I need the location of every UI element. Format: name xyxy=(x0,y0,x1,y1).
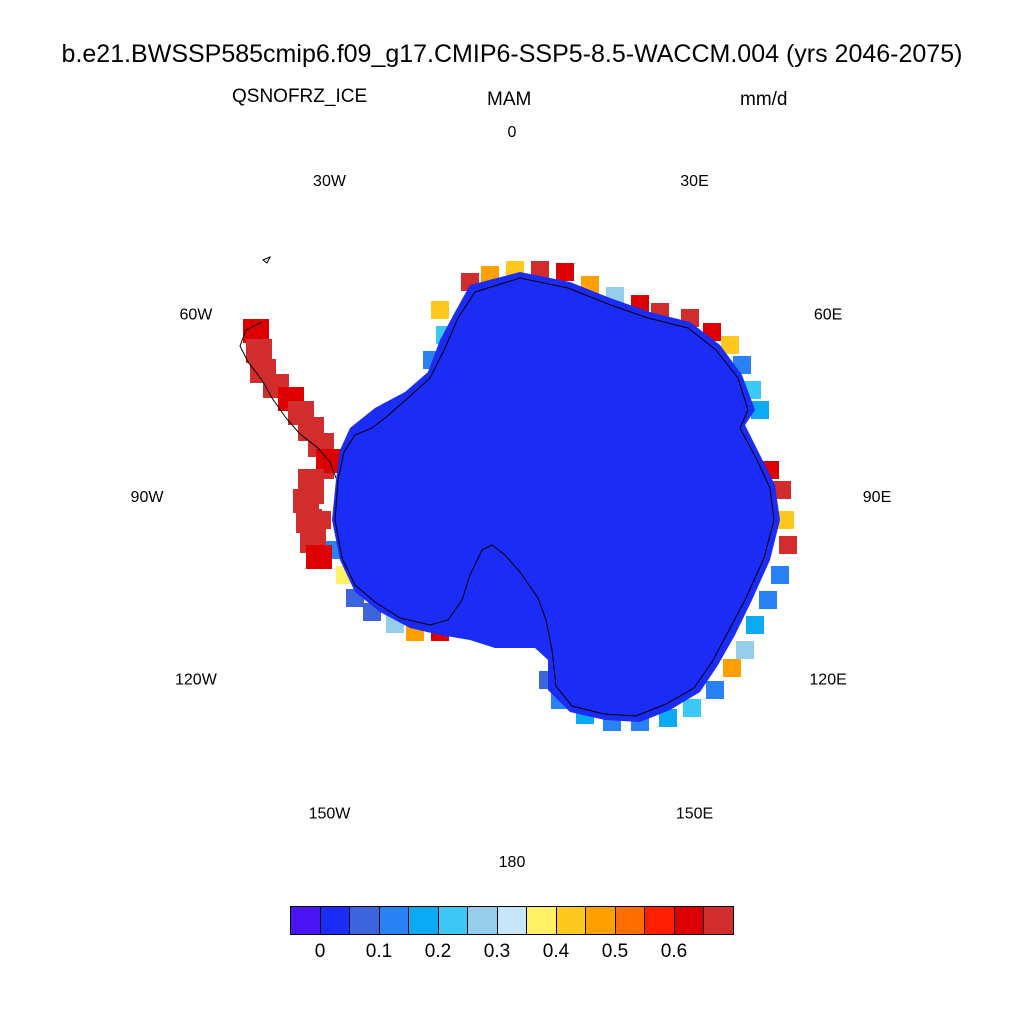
colorbar-swatch xyxy=(645,907,675,934)
longitude-label: 180 xyxy=(499,854,526,871)
colorbar-tick-label: 0.4 xyxy=(542,941,570,962)
colorbar-swatch xyxy=(586,907,616,934)
coastal-cell xyxy=(746,616,764,634)
longitude-label: 60W xyxy=(179,307,213,324)
longitude-label: 90W xyxy=(131,489,165,506)
colorbar-swatch xyxy=(409,907,439,934)
coastal-cell xyxy=(779,536,797,554)
colorbar-swatch xyxy=(468,907,498,934)
coastal-cell xyxy=(736,641,754,659)
coastal-cell xyxy=(773,481,791,499)
longitude-label: 90E xyxy=(863,489,891,506)
coastal-cell xyxy=(771,566,789,584)
colorbar-tick-label: 0.3 xyxy=(483,941,511,962)
coastal-cell xyxy=(706,681,724,699)
peninsula-coastline xyxy=(239,321,337,479)
longitude-label: 60E xyxy=(814,307,842,324)
coastal-cell xyxy=(723,659,741,677)
coastal-cell xyxy=(556,263,574,281)
colorbar-swatch xyxy=(379,907,410,934)
coastal-cell xyxy=(776,511,794,529)
colorbar xyxy=(290,906,734,935)
island-outline xyxy=(262,256,272,264)
longitude-labels: 0 30E 60E 90E 120E 150E 180 150W 120W 90W 60W 30W xyxy=(131,124,892,871)
colorbar-tick-label: 0 xyxy=(314,941,326,962)
colorbar-swatch xyxy=(527,907,557,934)
variable-label: QSNOFRZ_ICE xyxy=(232,86,368,107)
longitude-label: 120W xyxy=(175,672,218,689)
longitude-label: 150W xyxy=(309,805,352,822)
colorbar-swatch xyxy=(320,907,351,934)
longitude-label: 30E xyxy=(680,173,708,190)
colorbar-swatch xyxy=(438,907,469,934)
coastal-cell xyxy=(721,336,739,354)
colorbar-swatch xyxy=(497,907,528,934)
ice-sheet-field xyxy=(332,272,780,722)
colorbar-swatch xyxy=(615,907,646,934)
longitude-label: 150E xyxy=(676,805,713,822)
longitude-label: 0 xyxy=(508,124,517,141)
colorbar-swatch xyxy=(674,907,705,934)
colorbar-tick-label: 0.1 xyxy=(365,941,393,962)
season-label: MAM xyxy=(487,89,532,110)
figure-title: b.e21.BWSSP585cmip6.f09_g17.CMIP6-SSP5-8… xyxy=(61,40,963,68)
colorbar-swatch xyxy=(704,907,733,934)
peninsula-cell xyxy=(306,545,332,569)
coastal-cell xyxy=(751,401,769,419)
colorbar-tick-label: 0.6 xyxy=(660,941,688,962)
coastal-cell xyxy=(683,699,701,717)
coastline-outline xyxy=(334,277,775,717)
coastal-cell xyxy=(431,301,449,319)
units-label: mm/d xyxy=(740,89,788,110)
colorbar-tick-label: 0.5 xyxy=(601,941,629,962)
longitude-label: 120E xyxy=(809,672,846,689)
colorbar-swatch xyxy=(350,907,380,934)
colorbar-swatch xyxy=(556,907,587,934)
colorbar-tick-label: 0.2 xyxy=(424,941,452,962)
coastal-cell xyxy=(759,591,777,609)
coastal-cell xyxy=(531,261,549,279)
colorbar-swatch xyxy=(291,907,321,934)
coastal-cell xyxy=(659,709,677,727)
longitude-label: 30W xyxy=(313,173,347,190)
